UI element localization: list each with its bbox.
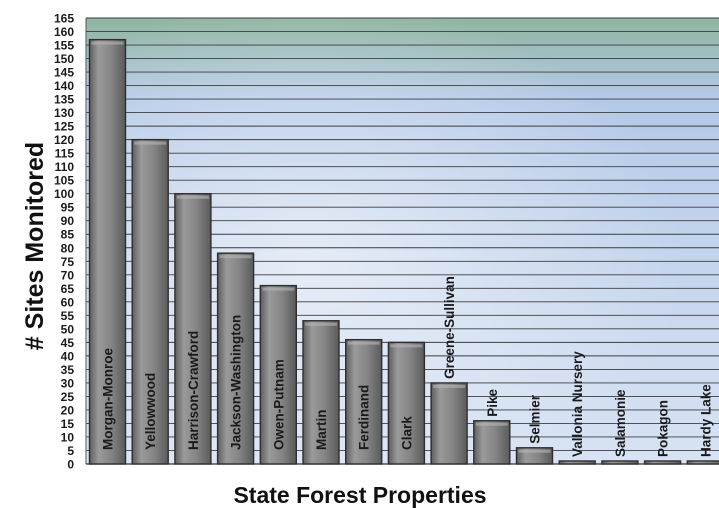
y-tick-label: 80	[61, 241, 75, 255]
y-tick-label: 135	[54, 93, 74, 107]
x-axis-title: State Forest Properties	[233, 482, 486, 508]
bar-bevel	[347, 341, 380, 345]
bar-bevel	[475, 422, 508, 426]
y-tick-label: 60	[61, 295, 75, 309]
y-tick-label: 95	[61, 201, 75, 215]
bar-salamonie	[601, 460, 639, 465]
y-tick-label: 115	[55, 147, 75, 161]
y-tick-label: 50	[61, 322, 75, 336]
bar-greene-sullivan	[430, 382, 468, 465]
bar-bevel	[91, 41, 124, 45]
bar-bevel	[134, 141, 167, 145]
bar-label: Salamonie	[613, 389, 628, 457]
bar-label: Selmier	[528, 394, 543, 444]
y-tick-label: 145	[54, 66, 74, 80]
y-axis-ticks: 0510152025303540455055606570758085909510…	[54, 12, 74, 472]
bar-label: Pike	[485, 388, 500, 416]
y-tick-label: 65	[61, 282, 75, 296]
bar-harrison-crawford	[174, 192, 212, 465]
y-tick-label: 160	[54, 25, 74, 39]
y-tick-label: 15	[61, 417, 75, 431]
bar-label: Morgan-Monroe	[101, 348, 116, 450]
bar-label: Hardy Lake	[698, 384, 713, 457]
bar-label: Harrison-Crawford	[186, 331, 201, 450]
bars	[88, 38, 719, 465]
bar-bevel	[176, 195, 209, 199]
bar-bevel	[390, 344, 423, 348]
bar-ferdinand	[345, 338, 383, 465]
y-axis-title: # Sites Monitored	[21, 142, 49, 350]
y-tick-label: 75	[61, 255, 75, 269]
y-tick-label: 40	[61, 349, 75, 363]
y-tick-label: 10	[61, 430, 75, 444]
bar-jackson-washington	[216, 252, 255, 465]
bar-label: Ferdinand	[357, 385, 372, 450]
bar-morgan-monroe	[88, 38, 127, 465]
bar-bevel	[433, 384, 466, 388]
y-tick-label: 110	[55, 160, 75, 174]
y-tick-label: 125	[54, 120, 74, 134]
y-tick-label: 120	[54, 133, 74, 147]
y-tick-label: 140	[54, 79, 74, 93]
bar-martin	[302, 320, 340, 465]
bar-label: Clark	[399, 416, 414, 450]
y-tick-label: 0	[67, 458, 74, 472]
y-tick-label: 90	[61, 214, 75, 228]
bar-hardy-lake	[686, 460, 719, 465]
bar-labels: Morgan-Monroe Yellowwood Harrison-Crawford…	[101, 276, 714, 457]
y-tick-label: 105	[54, 174, 74, 188]
y-tick-label: 70	[61, 268, 75, 282]
bar-bevel	[262, 287, 295, 291]
bar-label: Jackson-Washington	[229, 315, 244, 450]
y-tick-label: 30	[61, 376, 75, 390]
bar-pokagon	[643, 460, 682, 465]
bar-bevel	[305, 322, 337, 326]
bar-yellowwood	[131, 138, 169, 465]
y-tick-label: 45	[61, 336, 75, 350]
bar-label: Owen-Putnam	[271, 359, 286, 450]
bar-pike	[473, 420, 511, 465]
y-tick-label: 155	[54, 39, 74, 53]
y-tick-label: 150	[54, 52, 74, 66]
bar-label: Martin	[314, 410, 329, 451]
y-tick-label: 20	[61, 403, 75, 417]
y-tick-label: 55	[61, 309, 75, 323]
bar-clark	[387, 341, 426, 465]
bar-bevel	[219, 255, 252, 259]
y-tick-label: 130	[54, 106, 74, 120]
bar-owen-putnam	[259, 284, 297, 465]
bar-label: Vallonia Nursery	[570, 351, 585, 457]
bar-vallonia-nursery	[558, 460, 596, 465]
bar-label: Greene-Sullivan	[442, 276, 457, 379]
y-tick-label: 5	[67, 444, 74, 458]
y-tick-label: 100	[54, 187, 74, 201]
y-tick-label: 85	[61, 228, 75, 242]
y-tick-label: 165	[54, 12, 74, 26]
y-tick-label: 35	[61, 363, 75, 377]
y-tick-label: 25	[61, 390, 75, 404]
bar-bevel	[518, 449, 551, 453]
bar-label: Yellowwood	[143, 373, 158, 450]
bar-label: Pokagon	[656, 400, 671, 457]
